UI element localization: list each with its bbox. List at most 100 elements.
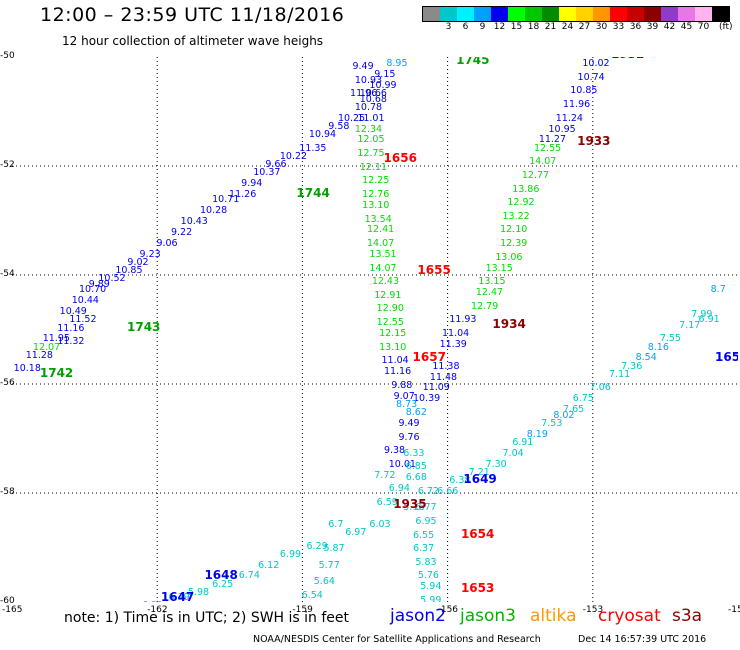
pass-time-label: 1742 <box>39 366 74 381</box>
wave-height-value: 8.62 <box>405 406 427 418</box>
wave-height-value: 9.94 <box>241 178 263 190</box>
wave-height-value: 10.85 <box>570 85 598 97</box>
wave-height-value: 6.95 <box>415 515 437 527</box>
wave-height-value: 11.04 <box>442 327 470 339</box>
wave-height-value: 7.72 <box>374 469 396 481</box>
color-scale-swatch <box>440 7 457 21</box>
longitude-tick-label: -162 <box>147 605 168 615</box>
map-subtitle: 12 hour collection of altimeter wave hei… <box>62 34 324 48</box>
wave-height-value: 6.85 <box>405 461 427 473</box>
wave-height-value: 12.76 <box>362 188 390 200</box>
wave-height-value: 6.91 <box>698 314 720 326</box>
map-plot-area: 10.459.669.498.959.1510.9310.9911.9610.6… <box>12 57 738 602</box>
wave-height-value: 13.51 <box>369 248 397 260</box>
wave-height-value: 12.11 <box>359 161 387 173</box>
wave-height-value: 10.37 <box>253 167 281 179</box>
wave-height-value: 5.76 <box>417 570 439 582</box>
wave-height-value: 6.55 <box>412 529 435 541</box>
wave-height-value: 14.07 <box>529 156 557 168</box>
wave-height-value: 11.04 <box>381 355 409 367</box>
color-scale-swatch <box>576 7 593 21</box>
color-scale-label: 42 <box>663 22 676 32</box>
wave-height-value: 12.39 <box>500 238 528 250</box>
wave-height-value: 8.54 <box>635 352 657 364</box>
pass-time-label: 1933 <box>577 134 611 149</box>
color-scale-swatch <box>627 7 644 21</box>
wave-height-value: 7.04 <box>502 447 524 459</box>
wave-height-value: 9.49 <box>352 60 374 72</box>
color-scale-label: 36 <box>629 22 642 32</box>
wave-height-value: 6.54 <box>301 589 323 601</box>
wave-height-value: 6.38 <box>449 475 471 487</box>
latitude-tick-label: -58 <box>0 487 15 497</box>
color-scale-swatch <box>491 7 508 21</box>
longitude-tick-label: -15 <box>728 605 740 615</box>
pass-time-label: 1745 <box>456 57 490 67</box>
footer-credit: NOAA/NESDIS Center for Satellite Applica… <box>253 634 541 645</box>
wave-height-value: 9.66 <box>401 57 422 58</box>
wave-height-value: 11.38 <box>432 360 460 372</box>
wave-height-value: 12.92 <box>507 197 535 209</box>
wave-height-value: 11.93 <box>449 314 477 326</box>
color-scale-label: 30 <box>595 22 608 32</box>
wave-height-value: 11.96 <box>350 88 378 100</box>
color-scale-swatch <box>542 7 559 21</box>
pass-time-label: 1934 <box>492 317 526 332</box>
wave-height-value: 9.38 <box>383 445 406 457</box>
wave-height-value: 11.48 <box>429 371 458 383</box>
pass-time-label: 1654 <box>460 526 495 541</box>
pass-time-label: 1744 <box>296 186 330 201</box>
color-scale-swatch <box>712 7 729 21</box>
generated-timestamp: Dec 14 16:57:39 UTC 2016 <box>578 634 707 645</box>
wave-height-value: 12.25 <box>362 175 390 187</box>
color-scale-swatch <box>661 7 678 21</box>
pass-time-label: 1653 <box>460 581 495 596</box>
wave-height-value: 6.25 <box>212 578 234 590</box>
wave-height-value: 12.07 <box>33 341 61 353</box>
wave-height-value: 7.17 <box>679 319 701 331</box>
wave-height-value: 13.54 <box>364 213 392 225</box>
wave-height-value: 12.47 <box>475 287 504 299</box>
wave-height-value: 5.99 <box>420 595 442 603</box>
wave-height-value: 10.45 <box>352 57 379 58</box>
color-scale-label: 33 <box>612 22 625 32</box>
wave-height-value: 6.94 <box>388 483 410 495</box>
latitude-tick-label: -60 <box>0 596 15 606</box>
wave-height-value: 7.30 <box>485 458 507 470</box>
wave-height-value: 6.99 <box>279 548 302 560</box>
wave-height-value: 11.28 <box>25 349 53 361</box>
wave-height-value: 11.26 <box>229 188 257 200</box>
latitude-tick-label: -56 <box>0 378 15 388</box>
pass-time-label: 1657 <box>412 349 446 364</box>
wave-height-value: 12.55 <box>533 142 562 154</box>
wave-height-value: 10.68 <box>359 93 387 105</box>
wave-height-value: 6.75 <box>572 393 594 405</box>
wave-height-value: 6.37 <box>412 543 435 555</box>
wave-height-value: 7.55 <box>659 333 681 345</box>
legend-jason3: jason3 <box>460 606 516 626</box>
wave-height-value: 10.85 <box>115 265 143 277</box>
color-scale-label: 6 <box>462 22 469 32</box>
wave-height-value: 12.75 <box>357 148 385 160</box>
color-scale-label: 9 <box>479 22 486 32</box>
longitude-tick-label: -156 <box>437 605 459 615</box>
wave-height-value: 13.15 <box>478 276 506 288</box>
color-scale-swatch <box>474 7 491 21</box>
wave-height-value: 11.32 <box>57 336 85 348</box>
wave-height-value: 9.76 <box>398 431 420 443</box>
wave-height-value: 12.41 <box>367 224 395 236</box>
wave-height-value: 12.15 <box>379 327 407 339</box>
wave-height-value: 10.43 <box>180 216 208 228</box>
wave-height-value: 6.91 <box>512 436 534 448</box>
wave-height-value: 9.22 <box>170 227 193 239</box>
wave-height-value: 9.89 <box>88 278 110 290</box>
wave-height-value: 5.87 <box>323 543 345 555</box>
wave-height-value: 5.98 <box>187 586 210 598</box>
pass-time-label: 1743 <box>127 319 161 334</box>
wave-height-value: 10.34 <box>585 57 612 58</box>
wave-height-value: 7.53 <box>541 417 563 429</box>
wave-height-value: 10.39 <box>412 393 441 405</box>
wave-height-value: 12.34 <box>354 123 383 135</box>
pass-time-label: 1649 <box>463 472 497 487</box>
wave-height-value: 6.77 <box>415 502 437 514</box>
